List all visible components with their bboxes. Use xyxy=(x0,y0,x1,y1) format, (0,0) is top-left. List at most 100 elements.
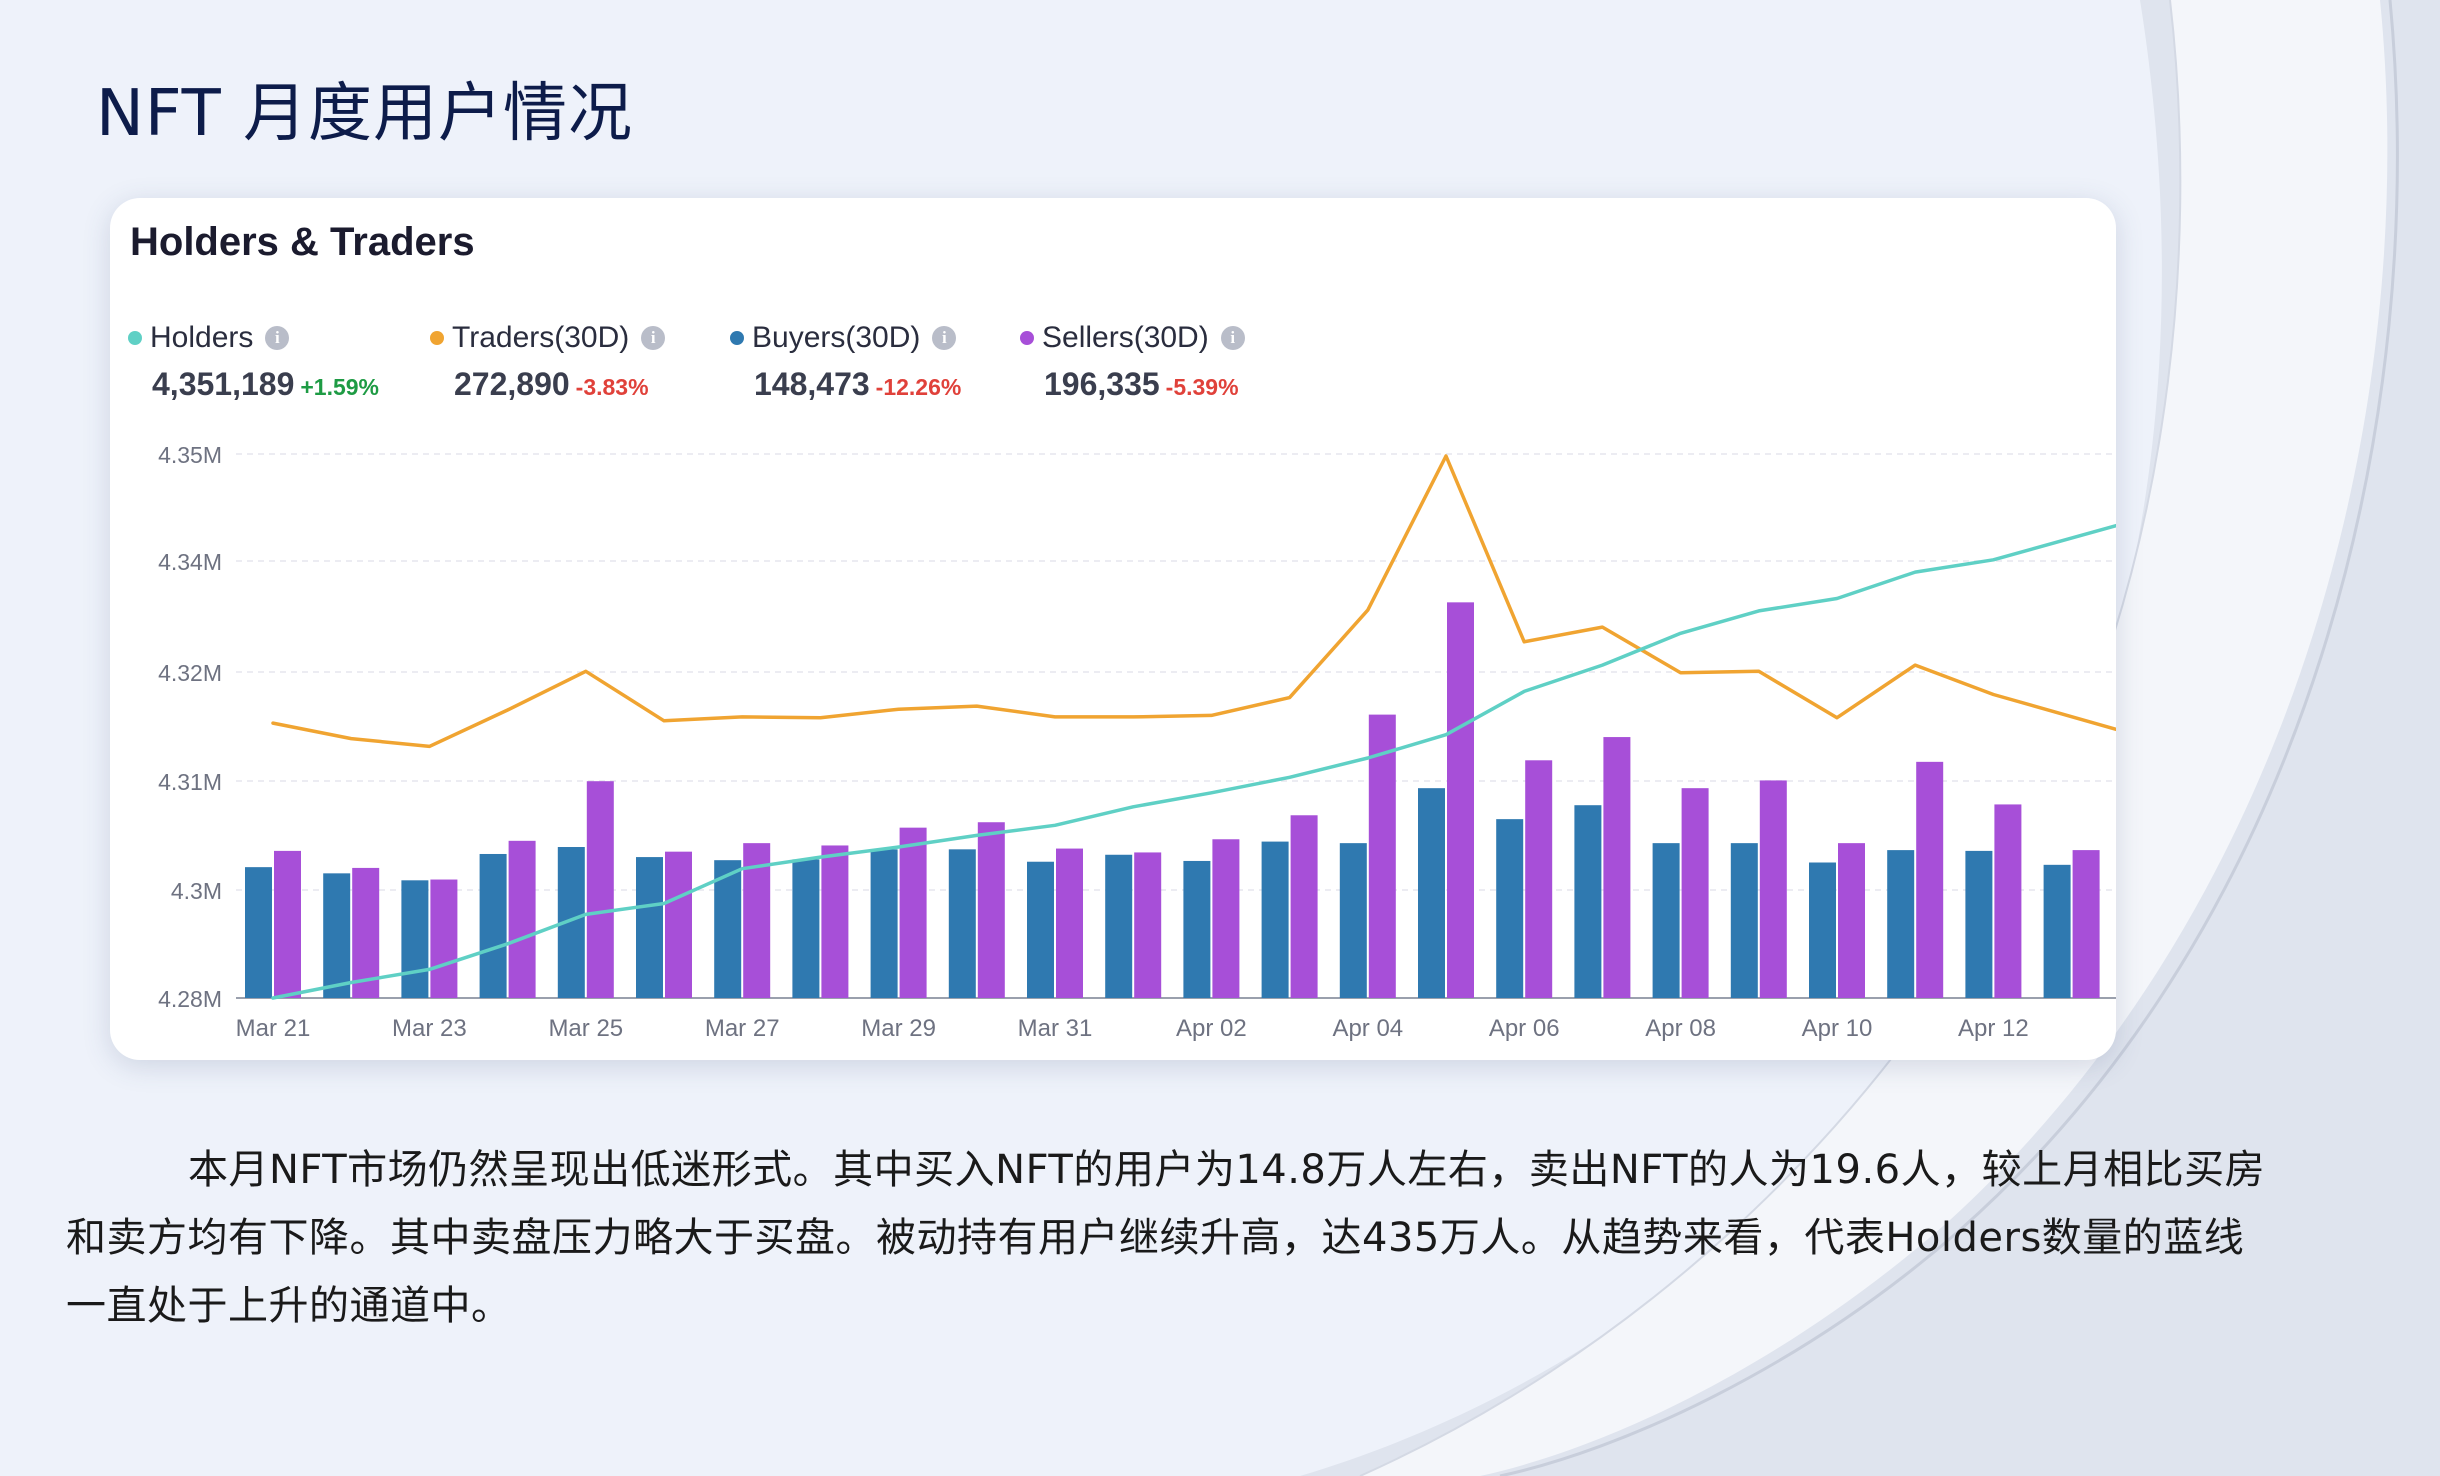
bar-sellers xyxy=(665,851,692,998)
legend-value: 148,473 xyxy=(754,366,870,402)
bar-buyers xyxy=(1496,819,1524,998)
legend-item-buyers-30d[interactable]: Buyers(30D) i 148,473 -12.26% xyxy=(730,316,961,426)
legend-color-dot xyxy=(128,331,142,345)
x-tick-label: Mar 25 xyxy=(548,1015,623,1042)
x-tick-label: Apr 12 xyxy=(1958,1015,2029,1042)
x-tick-label: Apr 06 xyxy=(1489,1015,1560,1042)
info-icon[interactable]: i xyxy=(641,326,666,350)
bar-buyers xyxy=(1809,862,1836,998)
bar-buyers xyxy=(870,849,898,998)
legend-value: 4,351,189 xyxy=(152,366,295,402)
bar-buyers xyxy=(2043,864,2071,998)
legend-item-sellers-30d[interactable]: Sellers(30D) i 196,335 -5.39% xyxy=(1020,316,1245,426)
legend-change: -5.39% xyxy=(1165,374,1239,400)
background-curve-line xyxy=(1499,0,2399,1476)
bar-sellers xyxy=(899,827,927,998)
info-icon[interactable]: i xyxy=(1220,326,1245,350)
bar-sellers xyxy=(352,867,380,998)
x-tick-label: Mar 21 xyxy=(236,1015,311,1042)
legend-item-traders-30d[interactable]: Traders(30D) i 272,890 -3.83% xyxy=(430,316,666,426)
bar-sellers xyxy=(1134,852,1162,998)
legend-change: +1.59% xyxy=(300,374,380,400)
x-tick-label: Apr 08 xyxy=(1645,1015,1716,1042)
legend-value: 196,335 xyxy=(1044,366,1160,402)
bar-buyers xyxy=(323,873,351,998)
legend-head: Buyers(30D) i xyxy=(730,316,961,360)
bar-buyers xyxy=(1887,850,1915,998)
x-tick-label: Mar 27 xyxy=(705,1015,780,1042)
info-icon[interactable]: i xyxy=(932,326,957,350)
legend-value: 272,890 xyxy=(454,366,570,402)
bar-sellers xyxy=(1838,843,1865,998)
bar-buyers xyxy=(636,857,663,998)
page-title: NFT 月度用户情况 xyxy=(96,77,633,151)
bar-sellers xyxy=(1290,815,1318,998)
bar-sellers xyxy=(821,845,849,998)
bar-sellers xyxy=(1447,602,1474,998)
y-tick-label: 4.32M xyxy=(158,660,222,686)
background-swoosh xyxy=(1300,0,2440,1476)
legend-name: Traders(30D) xyxy=(452,321,630,354)
legend-color-dot xyxy=(1020,331,1034,345)
bar-sellers xyxy=(2072,850,2100,998)
description-paragraph: 本月NFT市场仍然呈现出低迷形式。其中买入NFT的用户为14.8万人左右，卖出N… xyxy=(66,1147,2266,1329)
bar-sellers xyxy=(1994,804,2022,998)
y-tick-label: 4.35M xyxy=(158,442,222,468)
holders-traders-card: 4.28M 4.3M 4.31M 4.32M 4.34M 4.35M Mar 21 Mar 2… xyxy=(110,198,2116,1060)
bar-buyers xyxy=(1418,788,1445,998)
legend-name: Sellers(30D) xyxy=(1042,321,1209,354)
legend-head: Sellers(30D) i xyxy=(1020,316,1245,360)
background-swoosh-highlight xyxy=(1360,0,2388,1476)
bar-buyers xyxy=(948,849,976,998)
bar-buyers xyxy=(1183,860,1211,998)
bar-buyers xyxy=(245,867,272,998)
x-tick-label: Mar 31 xyxy=(1018,1015,1093,1042)
y-tick-label: 4.34M xyxy=(158,549,222,575)
x-tick-label: Apr 04 xyxy=(1332,1015,1403,1042)
card-title: Holders & Traders xyxy=(130,220,475,264)
line-holders xyxy=(271,523,2116,1000)
bar-sellers xyxy=(977,822,1005,998)
bar-sellers xyxy=(1681,788,1709,998)
bar-sellers xyxy=(430,879,458,998)
bar-sellers xyxy=(274,850,301,998)
bar-sellers xyxy=(1525,760,1553,998)
bar-buyers xyxy=(1261,841,1289,998)
legend-head: Holders i xyxy=(128,316,379,360)
x-tick-label: Mar 23 xyxy=(392,1015,467,1042)
bar-sellers xyxy=(1212,839,1240,998)
legend-color-dot xyxy=(430,331,444,345)
x-tick-label: Apr 10 xyxy=(1802,1015,1873,1042)
bar-sellers xyxy=(1916,761,1944,998)
bar-buyers xyxy=(1652,843,1680,998)
bar-sellers xyxy=(1368,714,1396,998)
legend-value-row: 272,890 -3.83% xyxy=(430,366,665,403)
bar-sellers xyxy=(508,840,536,998)
bar-sellers xyxy=(1603,737,1631,998)
y-tick-label: 4.3M xyxy=(171,878,222,904)
bar-buyers xyxy=(1339,843,1367,998)
holders-traders-chart: 4.28M 4.3M 4.31M 4.32M 4.34M 4.35M Mar 21 Mar 2… xyxy=(158,442,2116,1042)
bar-buyers xyxy=(401,880,429,998)
info-icon[interactable]: i xyxy=(265,326,290,350)
legend-name: Holders xyxy=(150,321,254,354)
bar-buyers xyxy=(1574,805,1602,998)
x-tick-label: Mar 29 xyxy=(861,1015,936,1042)
bar-sellers xyxy=(1056,848,1083,998)
legend-change: -12.26% xyxy=(875,374,962,400)
bar-buyers xyxy=(1105,854,1133,998)
bar-buyers xyxy=(1027,861,1054,998)
legend-change: -3.83% xyxy=(575,374,649,400)
legend-value-row: 196,335 -5.39% xyxy=(1020,366,1245,403)
legend-color-dot xyxy=(730,331,744,345)
legend-item-holders[interactable]: Holders i 4,351,189 +1.59% xyxy=(128,316,379,426)
bar-buyers xyxy=(479,853,507,998)
x-tick-label: Apr 02 xyxy=(1176,1015,1247,1042)
legend-value-row: 4,351,189 +1.59% xyxy=(128,366,379,403)
bar-buyers xyxy=(1965,850,1993,998)
legend-name: Buyers(30D) xyxy=(752,321,921,354)
bar-buyers xyxy=(792,859,820,998)
bar-buyers xyxy=(714,860,742,998)
bar-sellers xyxy=(586,781,614,998)
